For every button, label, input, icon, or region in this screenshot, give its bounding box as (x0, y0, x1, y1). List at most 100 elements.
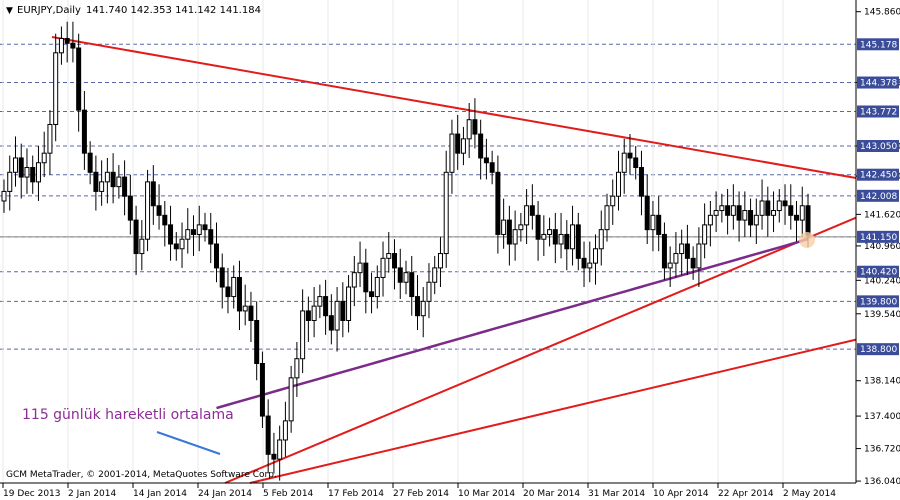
candle-body (53, 52, 59, 125)
price-level-badge (857, 105, 899, 118)
candle-body (156, 205, 162, 216)
candle-body (254, 319, 260, 365)
candle-body (288, 377, 294, 422)
candle-body (529, 205, 535, 216)
candle-body (409, 272, 415, 298)
candle-body (110, 171, 116, 188)
candle-body (759, 200, 765, 216)
candle-body (185, 229, 191, 240)
x-tick-label: 10 Mar 2014 (458, 489, 515, 499)
price-level-badge (857, 343, 899, 356)
candle-body (139, 238, 145, 255)
candle-body (638, 167, 644, 197)
candle-body (392, 253, 398, 269)
candle-body (271, 453, 277, 460)
candle-body (495, 171, 501, 235)
candle-body (805, 205, 811, 236)
candle-body (506, 219, 512, 245)
candle-body (277, 439, 283, 460)
current-price-marker (799, 232, 815, 248)
candle-body (702, 224, 708, 245)
x-tick-label: 10 Apr 2014 (653, 489, 709, 499)
candle-body (12, 157, 18, 173)
x-tick-label: 20 Mar 2014 (523, 489, 580, 499)
candle-body (558, 233, 564, 245)
candle-body (168, 224, 174, 245)
price-level-badge (857, 295, 899, 308)
candle-body (328, 315, 334, 331)
candle-body (765, 200, 771, 216)
candle-body (696, 243, 702, 269)
y-tick-label: 139.540 (864, 310, 900, 320)
x-tick-label: 2 May 2014 (783, 489, 836, 499)
candle-body (771, 210, 777, 216)
candle-body (512, 229, 518, 245)
candle-body (311, 305, 317, 321)
candle-body (127, 195, 133, 221)
candle-body (58, 37, 64, 54)
candle-body (191, 229, 197, 235)
candle-body (340, 300, 346, 321)
candle-body (162, 214, 168, 226)
candle-body (265, 415, 271, 455)
candle-body (782, 200, 788, 207)
candle-body (633, 157, 639, 169)
candle-body (684, 243, 690, 259)
candle-body (420, 300, 426, 317)
candle-body (719, 205, 725, 212)
price-level-badge (857, 189, 899, 202)
candle-body (323, 296, 329, 317)
candle-body (346, 286, 352, 321)
candle-body (1, 190, 7, 202)
candle-body (47, 124, 53, 154)
candle-body (615, 171, 621, 197)
candle-body (667, 262, 673, 269)
chart-title: EURJPY,Daily (17, 5, 81, 16)
candle-body (369, 291, 375, 298)
candle-body (133, 219, 139, 255)
price-level-badge (857, 38, 899, 51)
candle-body (225, 286, 231, 298)
candle-body (363, 262, 369, 293)
candle-body (455, 133, 461, 154)
candle-body (753, 214, 759, 226)
x-tick-label: 31 Mar 2014 (588, 489, 645, 499)
candle-body (81, 109, 87, 154)
candle-body (524, 205, 530, 226)
candle-body (437, 253, 443, 269)
candle-body (76, 47, 82, 111)
candle-body (18, 157, 24, 178)
candle-body (213, 243, 219, 269)
candle-body (575, 224, 581, 259)
candle-body (64, 37, 70, 44)
price-level-label: 142.008 (860, 192, 897, 202)
candle-body (99, 181, 105, 192)
candle-body (145, 181, 151, 240)
candle-body (150, 181, 156, 207)
symbol-dropdown-icon[interactable]: ▼ (6, 6, 13, 16)
candle-body (259, 363, 265, 417)
resistance-trendline (51, 36, 857, 180)
candle-body (690, 257, 696, 269)
candle-body (621, 152, 627, 173)
ma-annotation: 115 günlük hareketli ortalama (22, 407, 234, 423)
candle-body (397, 267, 403, 283)
candle-body (432, 267, 438, 283)
candle-body (460, 138, 466, 154)
candle-body (219, 267, 225, 288)
candle-body (730, 205, 736, 216)
candle-body (334, 300, 340, 331)
candle-body (650, 214, 656, 231)
x-tick-label: 2 Jan 2014 (68, 489, 116, 499)
y-tick-label: 145.860 (864, 8, 900, 18)
candle-body (627, 152, 633, 159)
price-level-badge (857, 140, 899, 153)
candle-body (300, 310, 306, 360)
candle-body (242, 305, 248, 312)
candle-body (679, 243, 685, 255)
candle-body (610, 195, 616, 207)
y-tick-label: 136.040 (864, 477, 900, 487)
candle-body (386, 253, 392, 259)
candle-body (535, 214, 541, 240)
candle-body (564, 233, 570, 250)
